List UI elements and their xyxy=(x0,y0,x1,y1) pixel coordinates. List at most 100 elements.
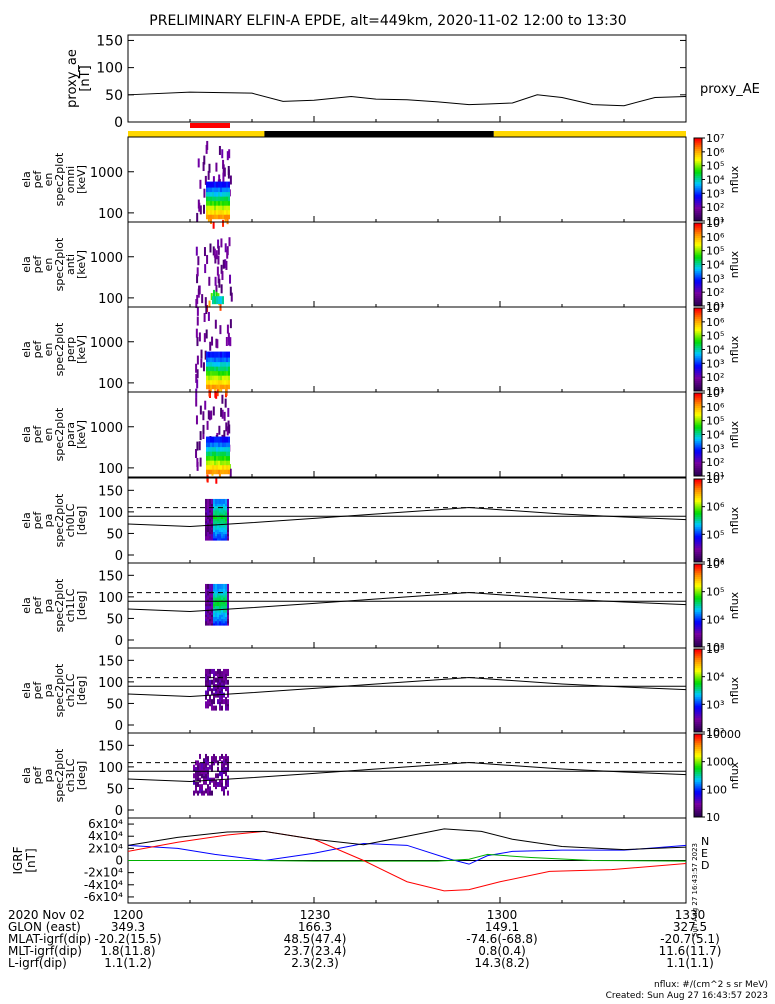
pitch-angle-panel-3-colorbar-swatch xyxy=(694,769,702,772)
pitch-angle-panel-3-colorbar-swatch xyxy=(694,750,702,754)
energy-panel-3-pixel xyxy=(224,459,226,466)
pitch-angle-panel-1-colorbar-swatch xyxy=(694,626,702,629)
energy-panel-3-pixel xyxy=(195,415,198,425)
energy-panel-3-pixel xyxy=(216,454,218,461)
energy-panel-0-pixel xyxy=(220,181,222,188)
energy-panel-2-pixel xyxy=(210,374,212,381)
energy-panel-1-colorbar-swatch xyxy=(694,297,702,301)
pitch-angle-panel-2-pixel xyxy=(225,673,227,679)
pitch-angle-panel-1-colorbar-swatch xyxy=(694,572,702,575)
energy-panel-2-pixel xyxy=(207,311,210,321)
pitch-angle-panel-1-ylabel: spec2plot xyxy=(53,578,66,632)
pitch-angle-panel-2-colorbar-swatch xyxy=(694,709,702,712)
igrf-series-N xyxy=(127,842,687,865)
energy-panel-2-colorbar-swatch xyxy=(694,343,702,346)
pitch-angle-panel-1-pixel xyxy=(209,583,211,589)
energy-panel-2-colorbar-swatch xyxy=(694,376,702,380)
pitch-angle-panel-3-pixel xyxy=(199,788,201,794)
pitch-angle-panel-3-pixel xyxy=(203,758,205,764)
energy-panel-0-pixel xyxy=(212,199,214,206)
energy-panel-2-pixel xyxy=(220,351,222,358)
pitch-angle-panel-1-colorbar-swatch xyxy=(694,599,702,602)
energy-panel-0-colorbar-swatch xyxy=(694,164,702,168)
energy-panel-2-pixel xyxy=(210,351,212,358)
energy-panel-3-colorbar-swatch xyxy=(694,428,702,431)
energy-panel-2-pixel xyxy=(203,312,206,322)
energy-panel-1-pixel xyxy=(225,260,228,270)
energy-panel-1-colorbar-swatch xyxy=(694,233,702,236)
energy-panel-3-pixel xyxy=(218,441,220,448)
pitch-angle-panel-3-colorbar-swatch xyxy=(694,738,702,741)
pitch-angle-panel-1-pixel xyxy=(207,583,209,589)
pitch-angle-panel-3-pixel xyxy=(199,762,201,768)
energy-panel-0-pixel xyxy=(222,204,224,211)
pitch-angle-panel-2-pixel xyxy=(217,699,219,705)
energy-panel-0-pixel xyxy=(222,219,225,227)
energy-panel-1-colorbar-swatch xyxy=(694,301,702,305)
energy-panel-2-pixel xyxy=(206,378,208,385)
pitch-angle-panel-3-colorbar-swatch xyxy=(694,773,702,776)
energy-panel-1-colorbar-swatch xyxy=(694,303,702,307)
energy-panel-0-pixel xyxy=(228,208,230,215)
ephemeris-value: 149.1 xyxy=(485,920,519,934)
energy-panel-0-colorbar-swatch xyxy=(694,212,702,216)
energy-panel-0-pixel xyxy=(218,204,220,211)
energy-panel-3-pixel xyxy=(212,436,214,443)
pitch-angle-panel-0-colorbar-swatch xyxy=(694,545,702,548)
pitch-angle-panel-1-colorbar-swatch xyxy=(694,603,702,606)
energy-panel-2-colorbar-swatch xyxy=(694,384,702,388)
energy-panel-2-pixel xyxy=(214,360,216,367)
energy-panel-1-colorbar-swatch xyxy=(694,237,702,241)
energy-panel-0-pixel xyxy=(214,186,216,193)
pitch-angle-panel-3-pixel xyxy=(215,756,217,762)
energy-panel-0-colorbar-swatch xyxy=(694,202,702,205)
energy-panel-0-pixel xyxy=(208,204,210,211)
energy-panel-0-pixel xyxy=(198,202,201,212)
energy-panel-3-pixel xyxy=(218,425,221,435)
energy-panel-1-ylabel: en xyxy=(42,258,55,272)
energy-panel-0-colorbar-swatch xyxy=(694,183,702,187)
energy-panel-3-pixel xyxy=(226,463,228,470)
pitch-angle-panel-3-pixel xyxy=(221,753,223,759)
energy-panel-2-pixel xyxy=(202,362,205,372)
energy-panel-3-colorbar-swatch xyxy=(694,457,702,460)
energy-panel-3-pixel xyxy=(212,406,215,416)
pitch-angle-panel-3-pixel xyxy=(209,786,211,792)
pitch-angle-panel-2-pixel xyxy=(207,681,209,687)
pitch-angle-panel-3-pixel xyxy=(225,766,227,772)
pitch-angle-panel-1-colorbar-swatch xyxy=(694,582,702,586)
energy-panel-2-pixel xyxy=(216,356,218,363)
energy-panel-0-pixel xyxy=(228,190,230,197)
energy-panel-2-pixel xyxy=(212,351,214,358)
energy-panel-2-colorbar-swatch xyxy=(694,324,702,328)
energy-panel-3-pixel xyxy=(196,441,199,451)
energy-panel-0-pixel xyxy=(208,186,210,193)
energy-panel-2-pixel xyxy=(208,374,210,381)
energy-panel-3-colorbar-label: nflux xyxy=(728,420,741,448)
pitch-angle-panel-2-colorbar-swatch xyxy=(694,661,702,665)
pitch-angle-panel-0-colorbar-frame xyxy=(693,478,703,563)
pitch-angle-panel-2-colorbar-swatch xyxy=(694,682,702,685)
pitch-angle-panel-1-colorbar-swatch xyxy=(694,617,702,621)
energy-panel-0-pixel xyxy=(222,172,225,182)
energy-panel-2-pixel xyxy=(222,383,224,390)
energy-panel-1-colorbar-tick-label: 10¹ xyxy=(706,300,724,313)
energy-panel-0-pixel xyxy=(222,181,224,188)
energy-panel-0-pixel xyxy=(218,199,220,206)
energy-panel-0-colorbar-swatch xyxy=(694,218,702,222)
pitch-angle-panel-3-pixel xyxy=(197,771,199,777)
pitch-angle-panel-3-pixel xyxy=(193,773,195,779)
energy-panel-3-colorbar-swatch xyxy=(694,422,702,425)
energy-panel-0-pixel xyxy=(226,186,228,193)
pitch-angle-panel-3-ylabel: pef xyxy=(31,766,44,785)
pitch-angle-panel-2-pixel xyxy=(225,705,227,711)
energy-panel-1-colorbar-swatch xyxy=(694,256,702,259)
pitch-angle-panel-0-ylabel: ela xyxy=(20,512,33,529)
energy-panel-1-colorbar-swatch xyxy=(694,225,702,228)
pitch-angle-panel-2-ylabel: ela xyxy=(20,682,33,699)
pitch-angle-panel-3-ytick-label: 150 xyxy=(98,739,123,754)
pitch-angle-panel-2-pixel xyxy=(213,705,215,711)
pitch-angle-panel-2-ytick-label: 0 xyxy=(115,719,123,734)
energy-panel-2-colorbar-swatch xyxy=(694,374,702,377)
energy-panel-0-pixel xyxy=(206,213,208,220)
